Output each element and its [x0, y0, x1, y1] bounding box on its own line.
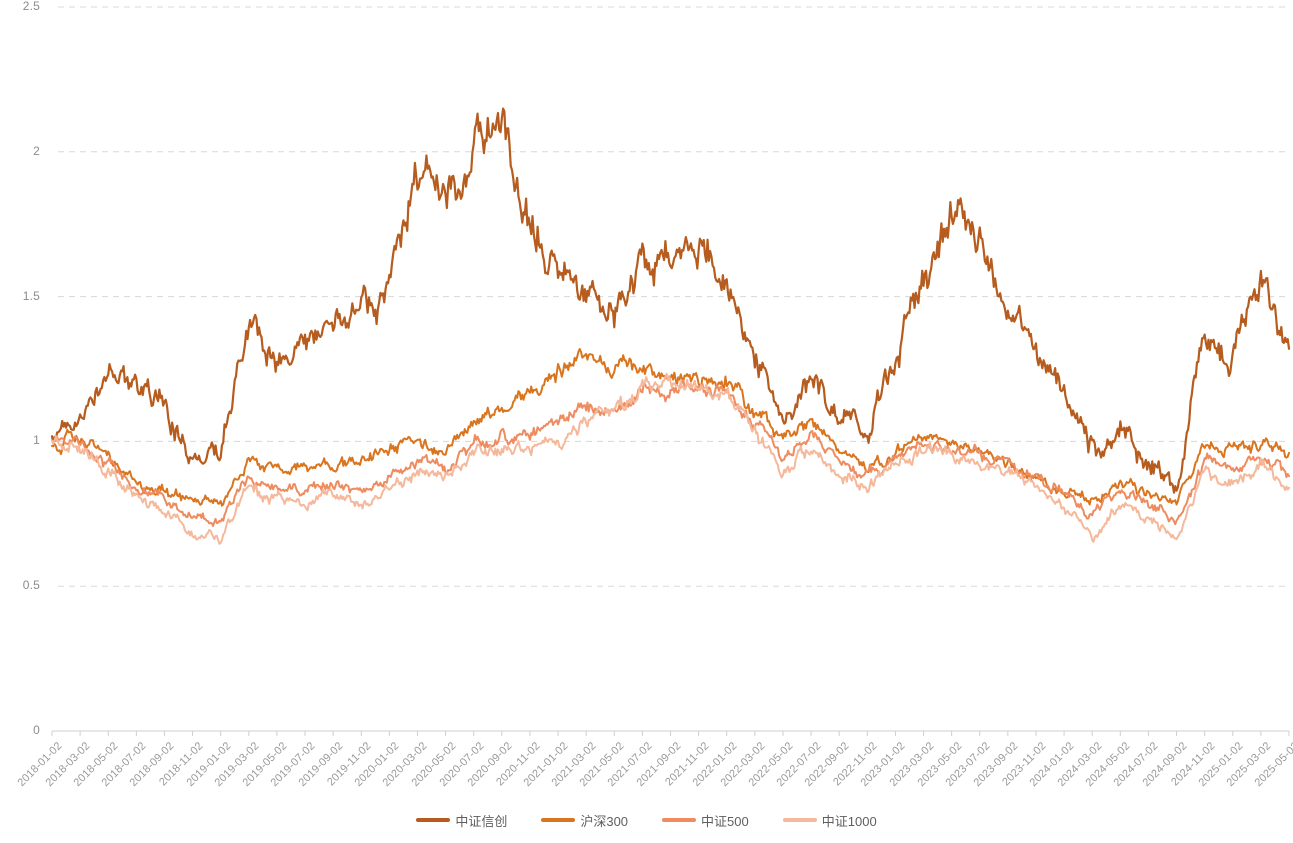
y-axis-tick-label: 2: [33, 143, 40, 158]
legend-color-swatch: [416, 818, 451, 822]
series-lines: [50, 107, 1291, 545]
legend-label: 中证500: [701, 813, 749, 829]
y-axis-tick-label: 1: [33, 433, 40, 448]
legend-item[interactable]: 中证1000: [782, 811, 877, 830]
y-axis-tick-label: 1.5: [22, 288, 40, 303]
legend-label: 中证1000: [821, 813, 877, 829]
series-line: [50, 107, 1291, 494]
legend-color-swatch: [782, 818, 817, 822]
legend-item[interactable]: 中证500: [662, 811, 749, 830]
legend-color-swatch: [541, 818, 576, 822]
y-axis-tick-label: 0: [33, 723, 40, 737]
series-line: [51, 348, 1290, 507]
x-axis: [51, 730, 1290, 736]
series-line: [51, 372, 1290, 545]
series-line: [51, 379, 1290, 527]
gridlines: [58, 6, 1289, 587]
legend-color-swatch: [662, 818, 697, 822]
y-axis-tick-label: 2.5: [22, 0, 40, 13]
legend-item[interactable]: 沪深300: [541, 811, 628, 830]
legend-label: 中证信创: [455, 813, 508, 829]
legend-item[interactable]: 中证信创: [416, 811, 507, 830]
chart-legend: 中证信创 沪深300 中证500 中证1000: [0, 806, 1293, 834]
y-axis-tick-label: 0.5: [22, 578, 40, 593]
legend-label: 沪深300: [580, 813, 629, 829]
